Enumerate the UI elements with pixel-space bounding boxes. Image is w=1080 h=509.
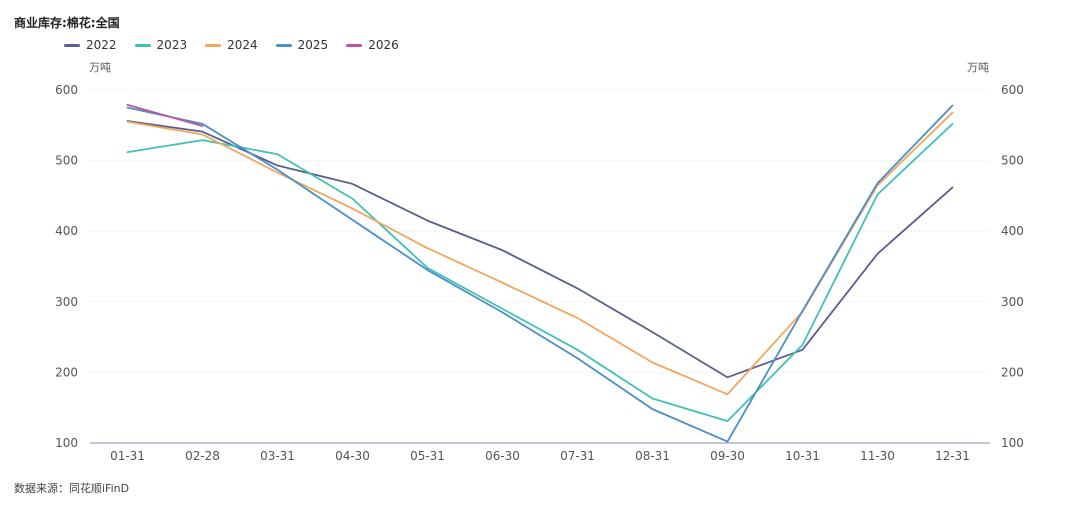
x-tick-label: 08-31 [635, 449, 670, 463]
legend-item-2025[interactable]: 2025 [275, 38, 329, 52]
legend-label: 2026 [368, 38, 399, 52]
x-tick-label: 09-30 [710, 449, 745, 463]
y-tick-label-left: 200 [55, 365, 78, 379]
x-tick-label: 05-31 [410, 449, 445, 463]
y-tick-label-right: 400 [1001, 224, 1024, 238]
series-line-2025 [126, 104, 954, 443]
x-tick-label: 03-31 [260, 449, 295, 463]
y-tick-label-right: 100 [1001, 436, 1024, 450]
chart-title: 商业库存:棉花:全国 [14, 16, 120, 30]
legend-item-2022[interactable]: 2022 [64, 38, 117, 52]
legend-swatch [134, 43, 151, 47]
y-axis-unit-right: 万吨 [967, 61, 989, 74]
legend-item-2026[interactable]: 2026 [346, 38, 399, 52]
y-tick-label-right: 500 [1001, 154, 1024, 168]
y-tick-label-right: 600 [1001, 83, 1024, 97]
x-tick-label: 12-31 [935, 449, 970, 463]
x-tick-label: 07-31 [560, 449, 595, 463]
data-source-note: 数据来源：同花顺iFinD [14, 482, 130, 495]
y-tick-label-left: 400 [55, 224, 78, 238]
x-tick-label: 11-30 [860, 449, 895, 463]
legend-swatch [64, 43, 80, 47]
y-axis-unit-left: 万吨 [89, 61, 111, 74]
series-line-2022 [126, 120, 954, 379]
legend-swatch [346, 43, 363, 47]
legend-label: 2023 [156, 38, 188, 52]
y-tick-label-left: 100 [55, 436, 78, 450]
series-line-2023 [126, 122, 954, 423]
series-line-2026 [126, 103, 204, 127]
y-tick-label-left: 600 [55, 83, 78, 97]
legend-label: 2024 [227, 38, 258, 52]
chart-legend: 2022 2023 2024 2025 2026 [64, 38, 399, 52]
y-tick-label-left: 500 [55, 154, 78, 168]
x-tick-label: 10-31 [785, 449, 820, 463]
y-tick-label-right: 200 [1001, 365, 1024, 379]
x-tick-label: 06-30 [485, 449, 520, 463]
legend-label: 2022 [86, 38, 117, 52]
legend-item-2023[interactable]: 2023 [134, 38, 188, 52]
legend-swatch [275, 43, 292, 47]
legend-swatch [205, 43, 222, 47]
y-tick-label-right: 300 [1001, 295, 1024, 309]
legend-item-2024[interactable]: 2024 [205, 38, 258, 52]
series-line-2024 [126, 111, 954, 396]
y-tick-label-left: 300 [55, 295, 78, 309]
x-tick-label: 01-31 [110, 449, 145, 463]
x-tick-label: 04-30 [335, 449, 370, 463]
legend-label: 2025 [297, 38, 329, 52]
x-tick-label: 02-28 [185, 449, 220, 463]
